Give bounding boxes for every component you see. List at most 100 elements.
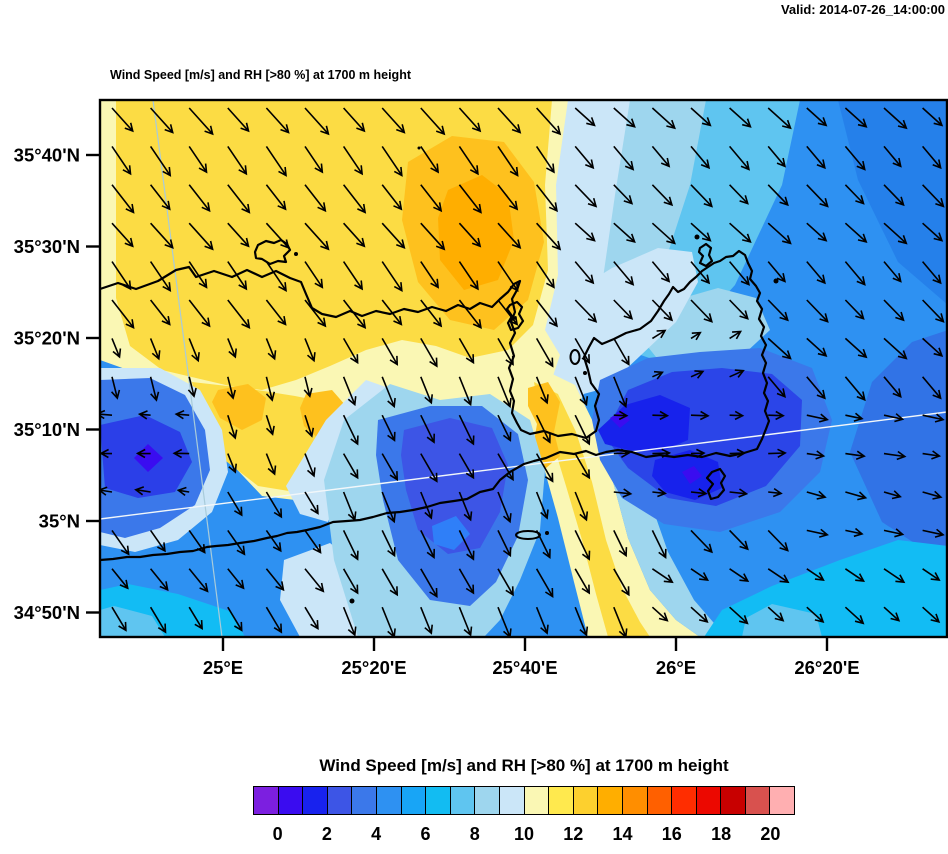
wind-arrow <box>535 568 554 598</box>
wind-arrow <box>690 606 709 624</box>
wind-arrow <box>304 453 316 478</box>
coastline-path <box>505 300 525 332</box>
wind-arrow <box>690 145 711 170</box>
wind-arrow <box>729 606 749 625</box>
wind-arrow <box>497 184 519 211</box>
wind-arrow <box>729 448 747 458</box>
wind-arrow <box>651 184 674 207</box>
wind-arrow <box>651 568 674 584</box>
wind-arrow <box>188 145 208 174</box>
wind-arrow <box>690 184 713 208</box>
wind-arrow <box>497 145 519 177</box>
wind-arrow <box>690 331 702 341</box>
wind-arrow <box>690 448 706 459</box>
wind-arrow <box>420 491 433 520</box>
lon-tick-label: 25°20'E <box>341 657 406 678</box>
wind-arrow <box>381 338 399 366</box>
wind-arrow <box>420 184 443 213</box>
wind-arrow <box>536 107 562 136</box>
wind-arrow <box>381 299 403 326</box>
colorbar-cell <box>376 787 402 814</box>
wind-arrow <box>844 261 866 286</box>
wind-arrow <box>651 530 667 559</box>
wind-arrow <box>574 606 589 637</box>
chrissi-island <box>515 530 541 540</box>
region-amber-lobe-a <box>212 384 266 430</box>
wind-arrow <box>844 568 866 583</box>
wind-arrow <box>613 184 634 205</box>
wind-arrow <box>806 337 828 357</box>
wind-arrow <box>690 222 712 242</box>
wind-arrow <box>149 338 161 361</box>
wind-arrow <box>806 490 827 500</box>
wind-arrow <box>100 409 113 420</box>
wind-arrow <box>150 222 174 249</box>
wind-arrow <box>921 261 942 285</box>
wind-arrow <box>111 184 135 214</box>
wind-arrow <box>613 376 628 409</box>
validity-label: Valid: 2014-07-26_14:00:00 <box>780 2 945 17</box>
wind-arrow <box>497 261 519 293</box>
wind-arrow <box>535 145 555 174</box>
wind-arrow <box>922 413 945 423</box>
region-central-core <box>401 418 508 554</box>
colorbar-tick-labels: 0 2 4 6 8 10 12 14 16 18 20 <box>253 824 795 850</box>
region-gold-tongue <box>534 382 650 637</box>
wind-arrow <box>227 338 237 359</box>
wind-arrow <box>497 299 519 326</box>
wind-arrow <box>613 107 636 128</box>
wind-arrow <box>227 261 248 291</box>
region-ne-violet-2 <box>682 466 702 484</box>
wind-arrow <box>574 568 591 595</box>
lon-tick-label: 25°40'E <box>492 657 557 678</box>
wind-arrow <box>922 107 944 127</box>
wind-arrow <box>729 529 749 551</box>
wind-arrow <box>806 413 829 423</box>
wind-arrow <box>806 606 825 624</box>
wind-arrow <box>381 107 406 134</box>
wind-arrow <box>134 486 151 496</box>
wind-arrow <box>883 145 902 168</box>
wind-arrow <box>652 487 667 498</box>
wind-arrow <box>227 414 238 440</box>
wind-arrow <box>652 448 672 458</box>
lat-tick-label: 35°30'N <box>14 236 80 257</box>
wind-arrow <box>883 528 905 538</box>
lat-tick-label: 35°N <box>39 511 80 532</box>
wind-arrow <box>651 145 671 168</box>
wind-arrow <box>806 299 829 323</box>
map-frame <box>98 98 948 639</box>
wind-arrow <box>187 376 197 398</box>
wind-arrow <box>149 376 160 402</box>
wind-arrow <box>844 184 865 205</box>
wind-arrow <box>265 107 290 134</box>
pseira-island <box>569 349 581 365</box>
wind-arrow <box>535 299 558 328</box>
wind-arrow <box>651 222 676 245</box>
wind-arrow <box>613 488 633 498</box>
wind-arrow <box>729 410 745 421</box>
region-amber-north-core <box>438 175 514 290</box>
wind-arrow <box>806 528 829 538</box>
wind-arrow <box>574 414 591 446</box>
colorbar-cell <box>475 787 500 814</box>
colorbar-cells <box>253 786 795 815</box>
wind-arrow <box>497 107 522 134</box>
wind-arrow <box>768 410 785 421</box>
wind-arrow <box>381 376 396 409</box>
wind-arrow <box>227 453 237 474</box>
wind-arrow <box>768 487 783 498</box>
wind-arrow <box>149 299 171 326</box>
wind-arrow <box>100 486 113 496</box>
wind-arrow <box>304 414 315 438</box>
wind-arrow <box>458 107 482 133</box>
wind-arrow <box>729 222 752 244</box>
wind-arrow <box>381 222 406 249</box>
wind-arrow <box>652 370 664 380</box>
wind-arrow <box>265 261 287 293</box>
wind-arrow <box>342 606 357 637</box>
wind-arrow <box>651 261 671 283</box>
wind-arrow <box>342 299 367 329</box>
wind-arrow <box>111 529 130 556</box>
